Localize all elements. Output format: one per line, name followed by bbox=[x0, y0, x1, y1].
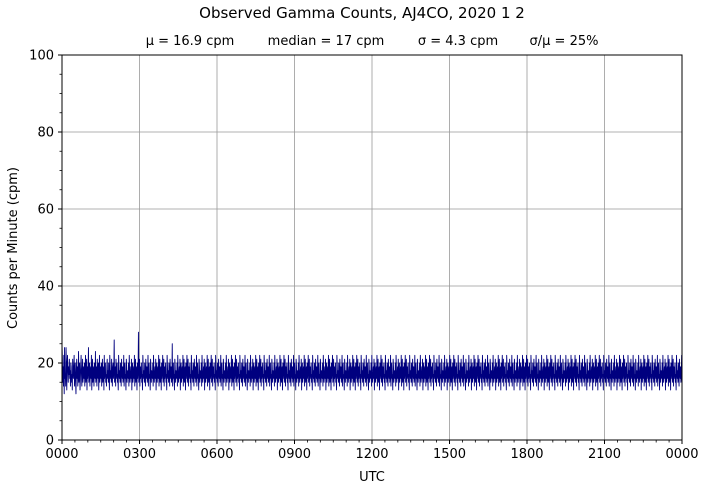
x-tick-label-2: 0600 bbox=[200, 447, 233, 462]
y-tick-label-2: 40 bbox=[37, 280, 54, 295]
y-tick-label-5: 100 bbox=[29, 49, 54, 64]
grid-lines bbox=[61, 54, 683, 441]
x-tick-label-0: 0000 bbox=[45, 447, 78, 462]
x-tick-label-7: 2100 bbox=[588, 447, 621, 462]
chart-title: Observed Gamma Counts, AJ4CO, 2020 1 2 bbox=[199, 4, 525, 22]
x-tick-label-5: 1500 bbox=[433, 447, 466, 462]
y-tick-label-1: 20 bbox=[37, 357, 54, 372]
x-axis-label: UTC bbox=[359, 470, 385, 485]
x-tick-label-3: 0900 bbox=[278, 447, 311, 462]
stat-mean: μ = 16.9 cpm bbox=[146, 34, 235, 49]
y-axis-label: Counts per Minute (cpm) bbox=[6, 167, 21, 329]
y-tick-label-0: 0 bbox=[46, 434, 54, 449]
x-tick-label-8: 0000 bbox=[665, 447, 698, 462]
y-tick-label-4: 80 bbox=[37, 126, 54, 141]
x-tick-label-6: 1800 bbox=[510, 447, 543, 462]
series-line-0 bbox=[61, 331, 683, 395]
x-tick-label-4: 1200 bbox=[355, 447, 388, 462]
axis-ticks: 0000 0300 0600 0900 1200 1500 1800 2100 00000204… bbox=[29, 49, 698, 463]
y-tick-label-3: 60 bbox=[37, 203, 54, 218]
stat-sigma: σ = 4.3 cpm bbox=[418, 34, 498, 49]
stat-cv: σ/μ = 25% bbox=[530, 34, 599, 49]
series-layer bbox=[61, 331, 683, 395]
x-tick-label-1: 0300 bbox=[123, 447, 156, 462]
stat-median: median = 17 cpm bbox=[268, 34, 385, 49]
